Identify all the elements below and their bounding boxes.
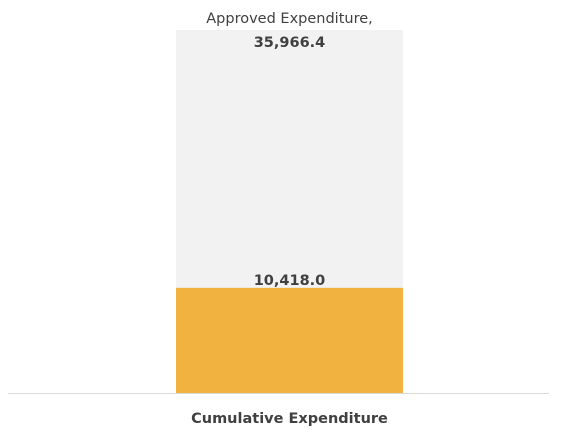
- category-label: Cumulative Expenditure: [191, 411, 388, 427]
- approved-value-label: 35,966.4: [254, 35, 326, 51]
- approved-series-label: Approved Expenditure,: [206, 11, 373, 27]
- bar-cumulative-expenditure: [176, 287, 403, 393]
- cumulative-value-label: 10,418.0: [254, 273, 326, 289]
